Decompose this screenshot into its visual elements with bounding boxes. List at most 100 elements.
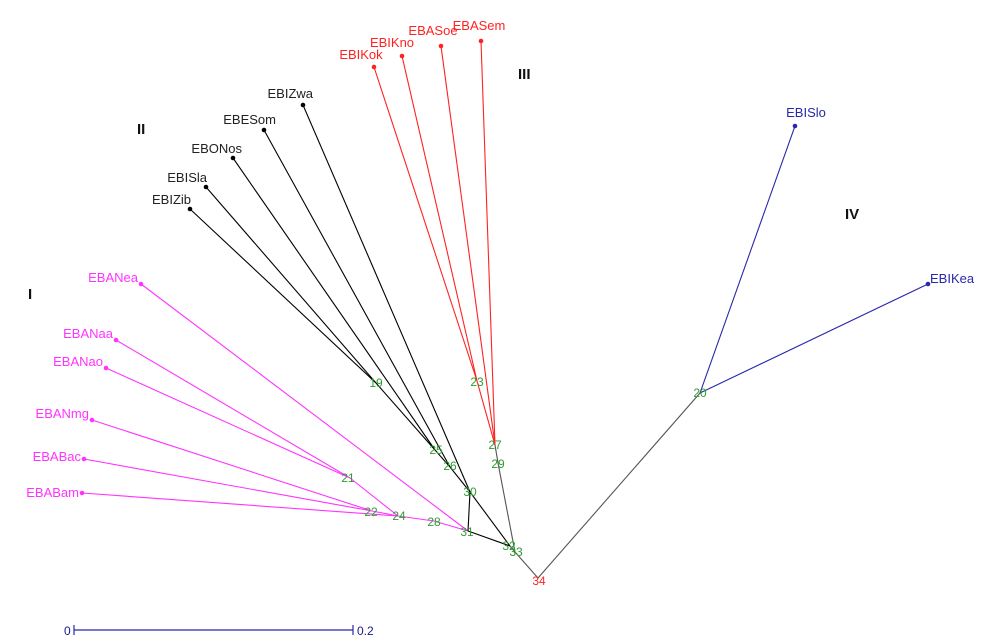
tip-EBANea <box>138 281 144 287</box>
leaf-tips <box>79 38 931 496</box>
branch-21-24 <box>349 477 399 517</box>
leaf-label-EBIZib: EBIZib <box>152 192 191 207</box>
node-label-30: 30 <box>463 485 477 499</box>
tip-EBISlo <box>792 123 798 129</box>
branch-EBIKea <box>699 283 929 394</box>
branch-22-24 <box>371 510 399 517</box>
branch-EBIKok <box>373 66 478 382</box>
leaf-label-EBIKok: EBIKok <box>339 47 383 62</box>
branch-28-31 <box>433 520 469 532</box>
leaf-label-EBISlo: EBISlo <box>786 105 826 120</box>
trunk-branches <box>494 392 701 579</box>
tip-EBIZib <box>187 206 193 212</box>
node-label-29: 29 <box>491 457 505 471</box>
cluster-III-branches <box>373 40 496 446</box>
leaf-label-EBIKno: EBIKno <box>370 35 414 50</box>
tip-EBANao <box>103 365 109 371</box>
leaf-labels: EBANea EBANaa EBANao EBANmg EBABac EBABa… <box>26 18 975 500</box>
node-label-26: 26 <box>443 459 457 473</box>
scale-bar: 0 0.2 <box>64 624 374 637</box>
branch-EBESom <box>263 129 451 468</box>
leaf-label-EBIKea: EBIKea <box>930 271 975 286</box>
node-label-33: 33 <box>509 545 523 559</box>
leaf-label-EBANao: EBANao <box>53 354 103 369</box>
branch-30-32 <box>469 491 511 547</box>
tip-EBIKea <box>925 281 931 287</box>
node-label-23: 23 <box>470 375 484 389</box>
cluster-I-branches <box>81 283 469 532</box>
node-label-19: 19 <box>369 376 383 390</box>
branch-EBIZwa <box>302 104 471 493</box>
scale-bar-start-label: 0 <box>64 624 71 637</box>
node-label-32: 32 <box>502 539 516 553</box>
tip-EBASem <box>478 38 484 44</box>
branch-EBASoe <box>440 45 496 446</box>
tip-EBABam <box>79 490 85 496</box>
leaf-label-EBASoe: EBASoe <box>408 23 457 38</box>
branch-EBISlo <box>699 125 796 394</box>
branch-25-26 <box>434 449 451 468</box>
scale-bar-end-label: 0.2 <box>357 624 374 637</box>
node-label-28: 28 <box>427 515 441 529</box>
tip-EBANmg <box>89 417 95 423</box>
leaf-label-EBESom: EBESom <box>223 112 276 127</box>
node-label-25: 25 <box>429 443 443 457</box>
tip-EBASoe <box>438 43 444 49</box>
tip-EBIKok <box>371 64 377 70</box>
leaf-label-EBABac: EBABac <box>33 449 82 464</box>
cluster-label-II: II <box>137 121 145 138</box>
node-label-34: 34 <box>532 574 546 588</box>
branch-EBANao <box>105 367 351 479</box>
cluster-label-III: III <box>518 66 531 83</box>
branch-EBISla <box>205 186 377 384</box>
tip-EBIZwa <box>300 102 306 108</box>
tip-EBANaa <box>113 337 119 343</box>
tip-EBIKno <box>399 53 405 59</box>
branch-23-27 <box>476 380 496 446</box>
cluster-label-IV: IV <box>845 206 859 223</box>
leaf-label-EBASem: EBASem <box>453 18 506 33</box>
branch-24-28 <box>397 515 435 522</box>
leaf-label-EBISla: EBISla <box>167 170 208 185</box>
tip-EBABac <box>81 456 87 462</box>
branch-19-25 <box>375 382 436 451</box>
branch-EBANea <box>140 283 469 532</box>
branch-31-32 <box>467 530 511 547</box>
leaf-label-EBABam: EBABam <box>26 485 79 500</box>
branch-EBIKno <box>401 55 478 382</box>
branch-EBABac <box>83 458 373 512</box>
branch-EBANaa <box>115 339 351 479</box>
branch-EBIZib <box>189 208 377 384</box>
leaf-label-EBANea: EBANea <box>88 270 139 285</box>
node-label-20: 20 <box>693 386 707 400</box>
branch-27-29 <box>494 444 499 464</box>
branch-26-30 <box>449 466 471 493</box>
node-label-21: 21 <box>341 471 355 485</box>
branch-30-31 <box>467 491 471 532</box>
branch-32-33 <box>509 545 516 553</box>
branch-29-33 <box>497 462 516 553</box>
branch-34-20 <box>537 392 701 579</box>
leaf-label-EBIZwa: EBIZwa <box>267 86 313 101</box>
leaf-label-EBANmg: EBANmg <box>36 406 89 421</box>
cluster-II-branches <box>189 104 511 547</box>
node-label-27: 27 <box>488 438 502 452</box>
node-labels: 19 20 21 22 23 24 25 26 27 28 29 30 31 3… <box>341 375 707 588</box>
branch-EBONos <box>232 157 436 451</box>
branch-EBABam <box>81 492 399 517</box>
leaf-label-EBONos: EBONos <box>191 141 242 156</box>
node-label-31: 31 <box>460 525 474 539</box>
node-label-24: 24 <box>392 509 406 523</box>
leaf-label-EBANaa: EBANaa <box>63 326 114 341</box>
branch-33-34 <box>514 551 539 579</box>
cluster-IV-branches <box>699 125 929 394</box>
branch-EBASem <box>480 40 496 446</box>
node-label-22: 22 <box>364 505 378 519</box>
branch-EBANmg <box>91 419 373 512</box>
cluster-label-I: I <box>28 286 32 303</box>
cluster-labels: I II III IV <box>28 66 859 303</box>
tip-EBESom <box>261 127 267 133</box>
tip-EBISla <box>203 184 209 190</box>
tip-EBONos <box>230 155 236 161</box>
